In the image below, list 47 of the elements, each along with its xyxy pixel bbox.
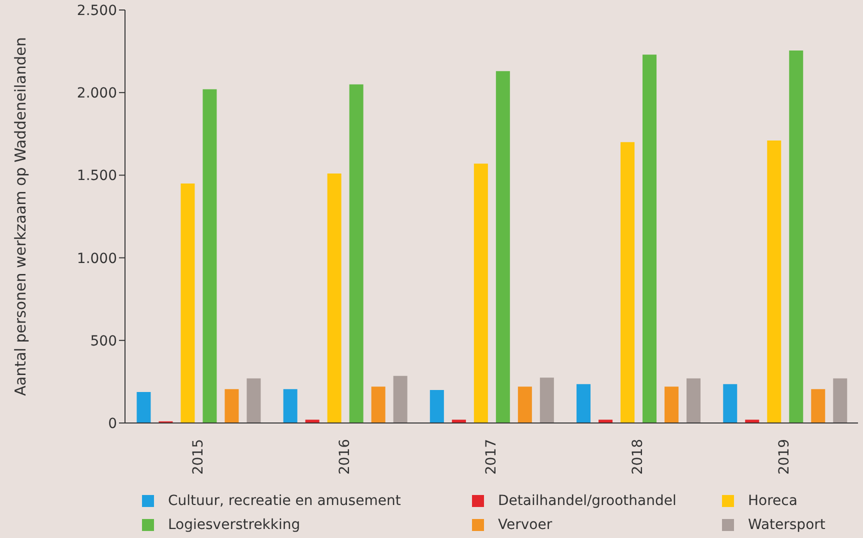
bar bbox=[518, 386, 532, 423]
bar bbox=[283, 389, 298, 423]
bar bbox=[664, 386, 679, 423]
bar bbox=[686, 378, 701, 423]
bar bbox=[723, 384, 738, 423]
bar bbox=[767, 140, 782, 423]
y-tick-label: 0 bbox=[108, 416, 117, 432]
bar bbox=[642, 54, 657, 423]
x-tick-label: 2018 bbox=[630, 439, 646, 475]
bar bbox=[327, 174, 342, 423]
bar bbox=[224, 389, 239, 423]
x-tick-label: 2016 bbox=[336, 438, 353, 475]
bar bbox=[811, 389, 826, 423]
y-tick-label: 500 bbox=[90, 333, 117, 350]
legend-label: Horeca bbox=[748, 493, 798, 509]
legend-label: Watersport bbox=[748, 517, 826, 533]
x-tick-label: 2015 bbox=[190, 439, 206, 475]
x-tick-label: 2017 bbox=[484, 439, 500, 475]
bar bbox=[246, 378, 261, 423]
y-axis-title: Aantal personen werkzaam op Waddeneilanden bbox=[11, 37, 30, 396]
bar bbox=[452, 420, 466, 423]
legend-label: Cultuur, recreatie en amusement bbox=[168, 493, 401, 509]
y-tick-label: 2.000 bbox=[76, 86, 117, 102]
legend-label: Detailhandel/groothandel bbox=[498, 493, 676, 509]
legend-label: Vervoer bbox=[498, 517, 552, 533]
bar bbox=[371, 386, 386, 423]
bar bbox=[474, 164, 488, 423]
bar bbox=[305, 420, 320, 423]
bar bbox=[745, 420, 760, 423]
bar bbox=[833, 378, 848, 423]
bar bbox=[349, 84, 364, 423]
legend-label: Logiesverstrekking bbox=[168, 517, 300, 533]
bar bbox=[496, 71, 510, 423]
bar bbox=[598, 420, 613, 423]
bar bbox=[202, 89, 217, 423]
bar bbox=[789, 50, 804, 423]
bar bbox=[576, 384, 591, 423]
bar bbox=[180, 183, 195, 423]
y-tick-label: 2.500 bbox=[76, 2, 117, 19]
bar bbox=[430, 390, 444, 423]
bar bbox=[540, 378, 554, 423]
x-tick-label: 2019 bbox=[776, 439, 793, 475]
y-tick-label: 1.500 bbox=[76, 168, 117, 184]
bar bbox=[136, 392, 151, 423]
bar bbox=[393, 376, 408, 423]
bar bbox=[620, 142, 635, 423]
y-tick-label: 1.000 bbox=[76, 250, 117, 267]
